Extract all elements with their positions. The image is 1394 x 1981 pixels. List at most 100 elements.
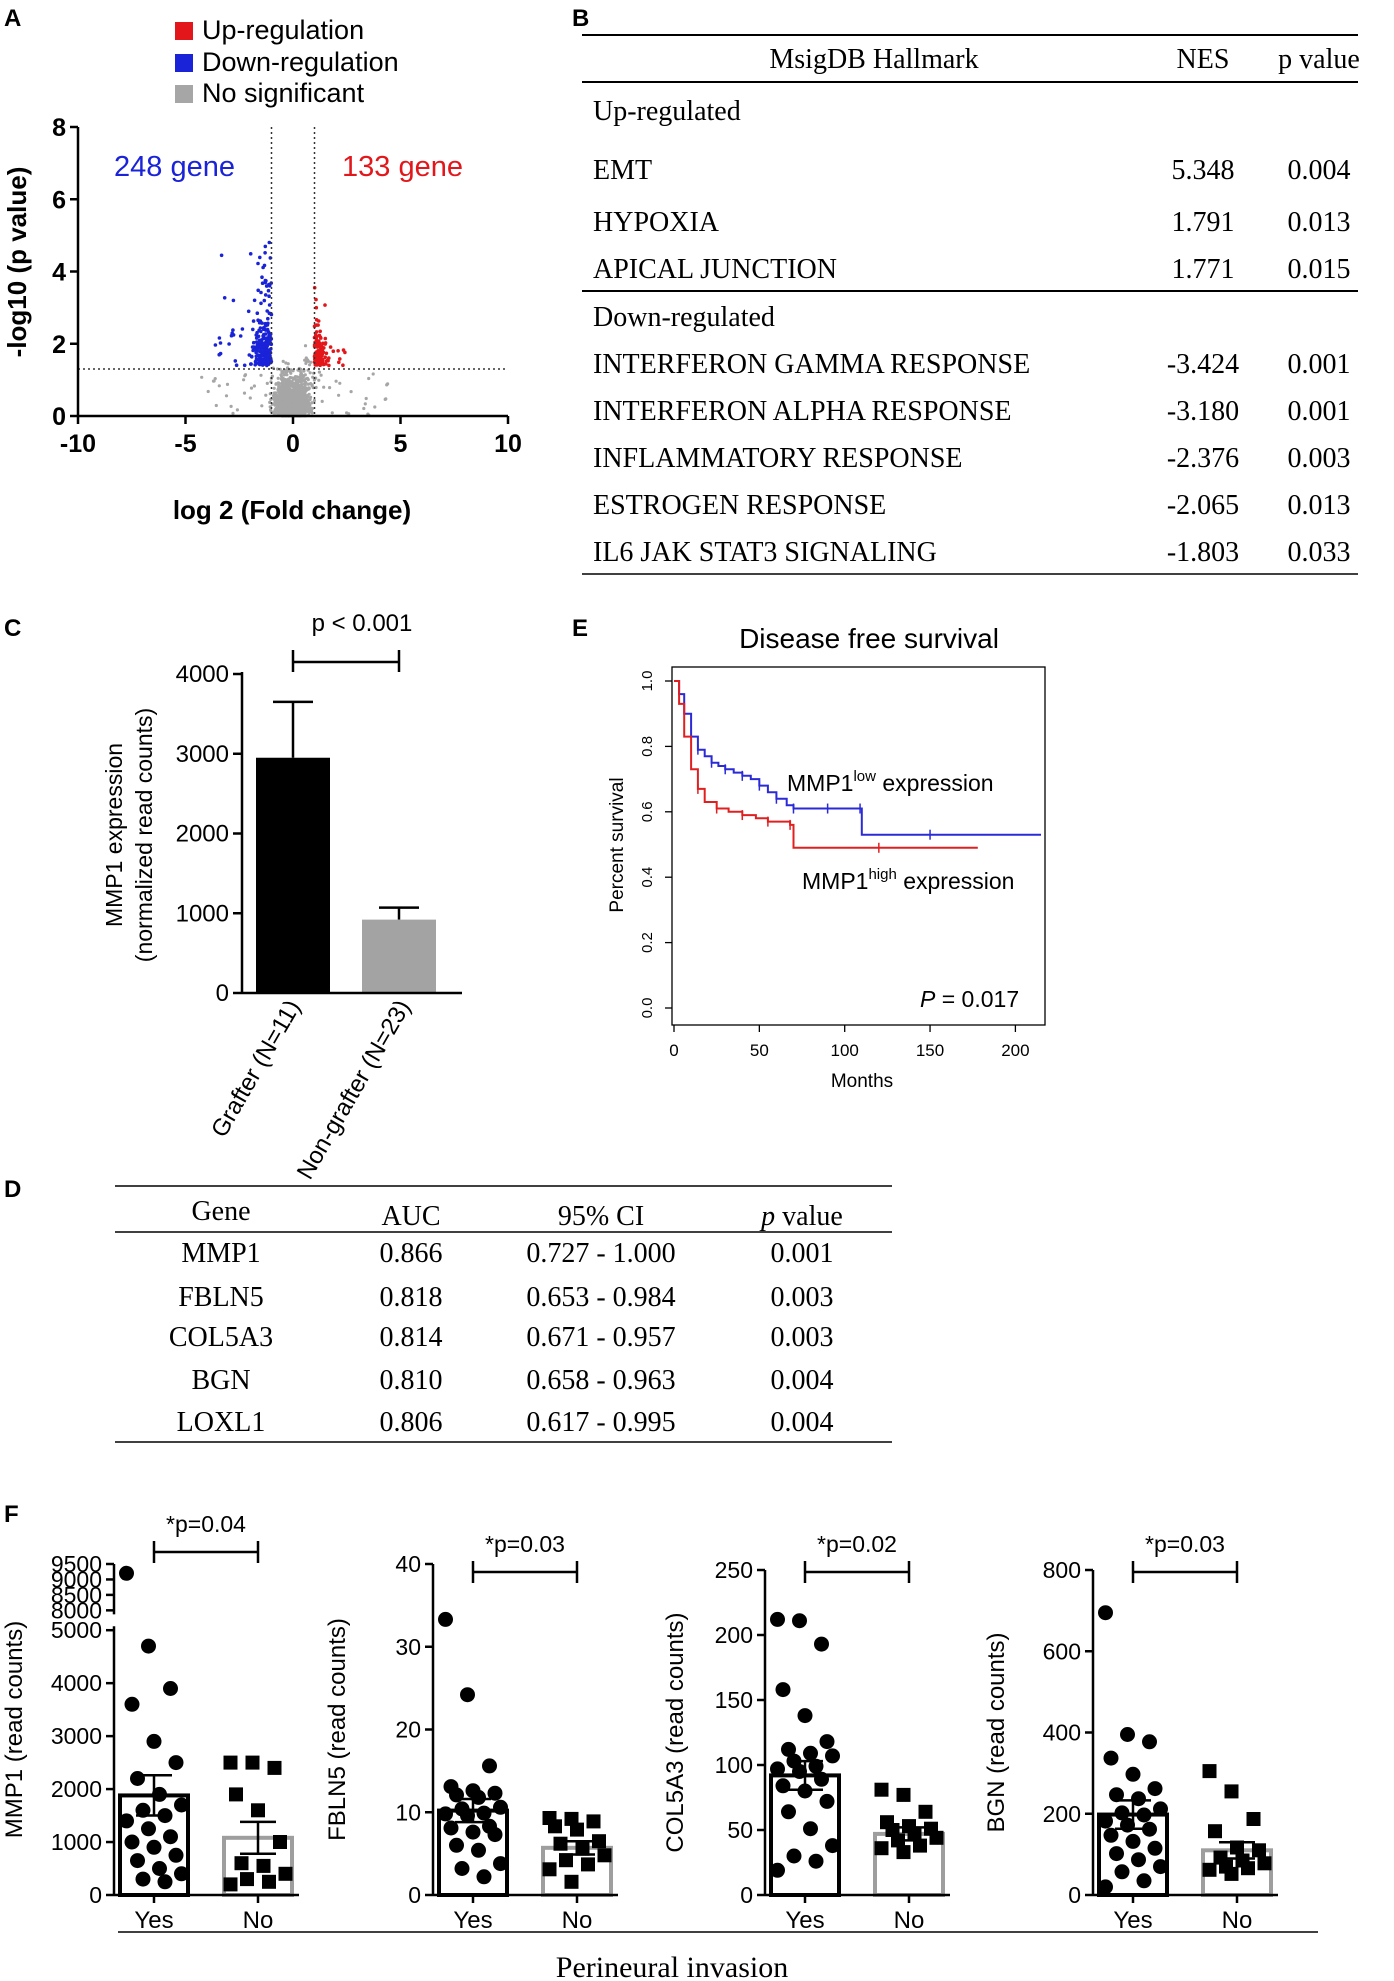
volcano-point-ns — [301, 386, 305, 390]
volcano-point-ns — [303, 358, 307, 362]
dot-plot-y-tick-label: 200 — [715, 1622, 753, 1648]
data-point-yes — [792, 1613, 807, 1629]
auc-row-p: 0.004 — [771, 1365, 834, 1396]
data-point-yes — [1114, 1805, 1130, 1821]
data-point-yes — [775, 1778, 791, 1794]
dot-plot-y-tick-label: 40 — [395, 1551, 421, 1577]
data-point-yes — [819, 1734, 835, 1750]
volcano-point-up — [317, 333, 322, 338]
volcano-point-down — [251, 319, 256, 323]
data-point-yes — [1136, 1807, 1152, 1823]
data-point-yes — [770, 1611, 785, 1627]
volcano-point-down — [218, 341, 223, 345]
auc-row-gene: FBLN5 — [178, 1282, 264, 1313]
volcano-point-ns — [289, 383, 293, 387]
auc-header-p: p value — [759, 1201, 843, 1232]
volcano-point-ns — [295, 388, 299, 392]
hallmark-table: MsigDB Hallmark NES p value Up-regulated… — [582, 34, 1360, 575]
volcano-point-ns — [303, 344, 308, 348]
dot-plot-col5a3_pni: 0 50 100 150 200 250 COL5A3 (read counts) Yes No… — [662, 1531, 950, 1934]
up-count-label: 133 gene — [342, 151, 463, 183]
category-label-yes: Yes — [1113, 1907, 1152, 1934]
volcano-point-down — [254, 340, 259, 344]
volcano-point-up — [323, 336, 328, 341]
volcano-point-down — [267, 334, 271, 338]
volcano-point-ns — [320, 399, 324, 403]
data-point-yes — [465, 1824, 481, 1840]
volcano-point-down — [258, 340, 263, 344]
volcano-point-down — [255, 311, 260, 316]
hallmark-row-name: EMT — [593, 155, 652, 186]
auc-header-auc: AUC — [381, 1201, 440, 1232]
data-point-yes — [119, 1813, 134, 1829]
volcano-point-down — [260, 275, 264, 280]
volcano-point-ns — [299, 383, 303, 387]
volcano-point-up — [326, 359, 330, 363]
dot-plot-y-tick-label: 0 — [740, 1882, 753, 1908]
data-point-no — [553, 1836, 568, 1851]
data-point-no — [570, 1822, 584, 1837]
hallmark-row-nes: -2.376 — [1167, 443, 1239, 474]
significance-label: *p=0.03 — [1145, 1531, 1225, 1557]
auc-row-auc: 0.866 — [380, 1238, 443, 1269]
volcano-point-ns — [248, 396, 252, 400]
volcano-point-down — [266, 288, 271, 293]
volcano-point-ns — [367, 376, 371, 381]
data-point-yes — [1142, 1821, 1157, 1837]
volcano-point-down — [264, 284, 269, 288]
survival-x-tick-label: 0 — [669, 1041, 678, 1060]
volcano-point-ns — [296, 403, 300, 407]
auc-header-gene: Gene — [191, 1196, 250, 1227]
volcano-point-ns — [217, 384, 221, 388]
hallmark-header-name: MsigDB Hallmark — [769, 44, 978, 75]
dot-plot-y-tick-label: 250 — [715, 1557, 753, 1583]
volcano-point-ns — [276, 403, 280, 407]
volcano-point-ns — [299, 398, 303, 402]
volcano-point-ns — [302, 391, 306, 395]
data-point-no — [559, 1853, 573, 1868]
volcano-x-tick-label: 5 — [394, 430, 408, 458]
volcano-point-ns — [383, 397, 387, 401]
volcano-point-ns — [265, 381, 269, 385]
auc-row-p: 0.003 — [771, 1282, 834, 1313]
data-point-yes — [119, 1565, 134, 1581]
volcano-point-ns — [300, 402, 304, 406]
auc-row-gene: LOXL1 — [177, 1407, 266, 1438]
panel-letter-c: C — [4, 615, 21, 642]
volcano-point-up — [321, 360, 325, 365]
volcano-point-ns — [371, 372, 375, 376]
survival-x-tick-label: 150 — [916, 1041, 944, 1060]
volcano-point-ns — [235, 408, 239, 412]
volcano-point-ns — [213, 377, 217, 381]
data-point-yes — [1120, 1727, 1135, 1742]
volcano-point-down — [217, 336, 222, 340]
volcano-point-ns — [283, 403, 287, 408]
data-point-yes — [1131, 1791, 1146, 1807]
data-point-yes — [487, 1827, 503, 1843]
volcano-point-ns — [259, 373, 263, 377]
volcano-point-down — [254, 354, 259, 359]
down-count-label: 248 gene — [114, 151, 235, 183]
auc-row-gene: MMP1 — [181, 1238, 260, 1269]
data-point-yes — [825, 1748, 840, 1764]
data-point-no — [896, 1787, 911, 1802]
data-point-no — [223, 1877, 238, 1892]
volcano-point-up — [323, 341, 328, 345]
auc-row-auc: 0.810 — [380, 1365, 443, 1396]
volcano-point-up — [323, 355, 328, 360]
hallmark-row-nes: -2.065 — [1167, 490, 1239, 521]
hallmark-row-p: 0.015 — [1288, 254, 1351, 285]
data-point-yes — [1098, 1605, 1113, 1621]
volcano-point-ns — [306, 359, 310, 363]
volcano-point-ns — [296, 411, 300, 415]
data-point-no — [278, 1866, 293, 1881]
significance-label: p < 0.001 — [312, 610, 413, 637]
volcano-point-up — [324, 351, 329, 356]
data-point-no — [1252, 1843, 1266, 1858]
volcano-point-down — [254, 336, 259, 340]
dot-plot-y-tick-label: 8000 — [51, 1597, 102, 1623]
volcano-point-ns — [288, 390, 292, 394]
data-point-no — [564, 1811, 579, 1826]
data-point-no — [597, 1848, 612, 1863]
